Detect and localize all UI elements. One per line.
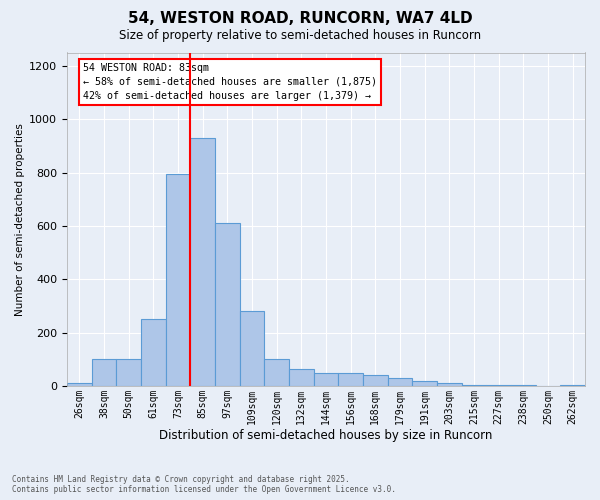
Bar — [190, 138, 215, 386]
Bar — [166, 174, 190, 386]
Bar — [338, 372, 363, 386]
Bar — [314, 372, 338, 386]
Bar — [412, 381, 437, 386]
Bar — [437, 382, 461, 386]
Bar — [560, 384, 585, 386]
Bar — [265, 359, 289, 386]
Text: 54, WESTON ROAD, RUNCORN, WA7 4LD: 54, WESTON ROAD, RUNCORN, WA7 4LD — [128, 11, 472, 26]
Bar — [116, 359, 141, 386]
Text: Contains HM Land Registry data © Crown copyright and database right 2025.
Contai: Contains HM Land Registry data © Crown c… — [12, 474, 396, 494]
Text: 54 WESTON ROAD: 83sqm
← 58% of semi-detached houses are smaller (1,875)
42% of s: 54 WESTON ROAD: 83sqm ← 58% of semi-deta… — [83, 62, 377, 100]
Bar — [141, 319, 166, 386]
Bar — [388, 378, 412, 386]
Bar — [363, 375, 388, 386]
Bar — [487, 385, 511, 386]
X-axis label: Distribution of semi-detached houses by size in Runcorn: Distribution of semi-detached houses by … — [160, 430, 493, 442]
Y-axis label: Number of semi-detached properties: Number of semi-detached properties — [15, 123, 25, 316]
Bar — [92, 359, 116, 386]
Bar — [239, 311, 265, 386]
Bar — [67, 383, 92, 386]
Bar — [461, 384, 487, 386]
Bar — [215, 223, 239, 386]
Bar — [289, 368, 314, 386]
Text: Size of property relative to semi-detached houses in Runcorn: Size of property relative to semi-detach… — [119, 29, 481, 42]
